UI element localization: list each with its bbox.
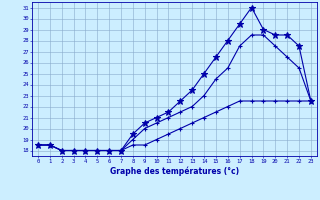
X-axis label: Graphe des températures (°c): Graphe des températures (°c) xyxy=(110,167,239,176)
